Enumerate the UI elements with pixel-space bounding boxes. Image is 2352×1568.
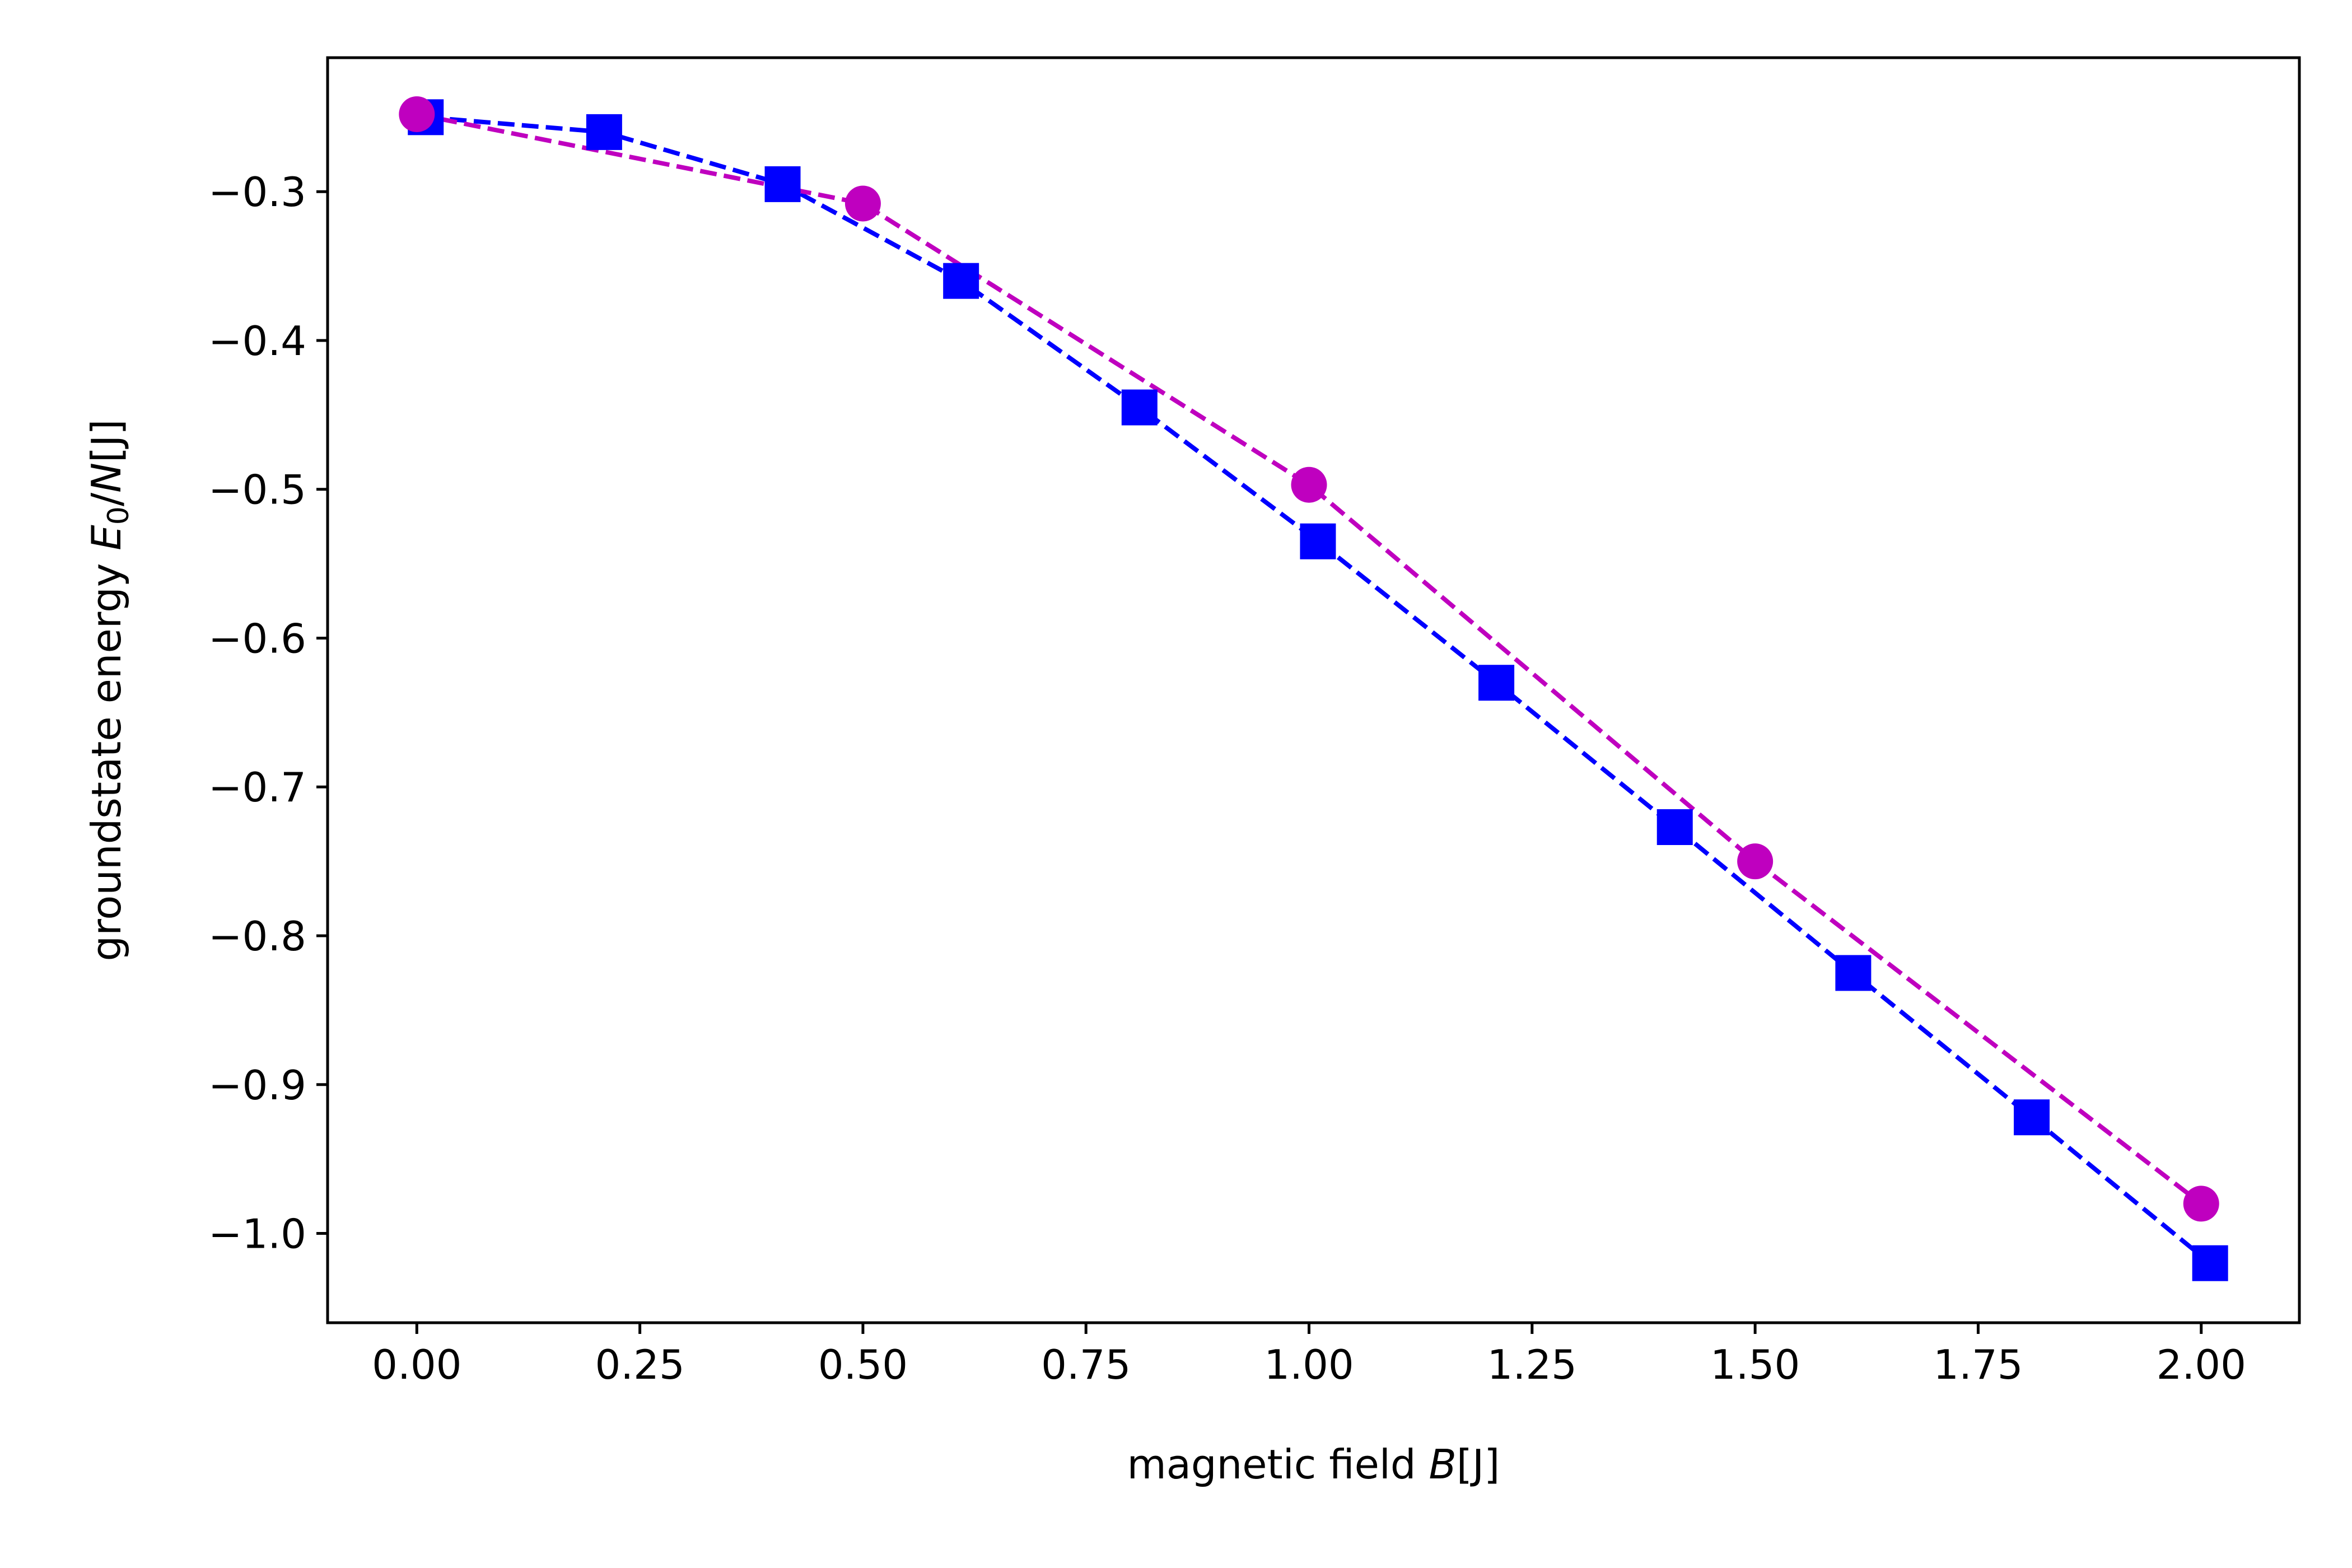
x-tick-label: 0.00 — [372, 1341, 461, 1388]
x-tick-label: 1.75 — [1933, 1341, 2023, 1388]
y-tick-label: −0.9 — [208, 1062, 306, 1109]
x-axis-label-prefix: magnetic field — [1127, 1441, 1429, 1488]
y-axis-ticks: −0.3 −0.4 −0.5 −0.6 −0.7 −0.8 −0.9 −1.0 — [208, 169, 328, 1258]
series-0-point-1 — [586, 114, 622, 150]
series-0-point-10 — [2192, 1245, 2228, 1281]
x-tick-label: 0.50 — [818, 1341, 908, 1388]
plot-area — [326, 56, 2301, 1324]
y-tick-label: −0.6 — [208, 615, 306, 662]
y-axis-label-variable-2: N — [83, 463, 130, 493]
series-0-point-3 — [943, 263, 979, 299]
x-axis-ticks: 0.00 0.25 0.50 0.75 1.00 1.25 1.50 1.75 2.00 — [372, 1323, 2246, 1388]
series-0-point-7 — [1656, 809, 1693, 846]
y-axis-label-variable: E — [83, 525, 130, 550]
series-0-point-4 — [1121, 389, 1158, 426]
y-axis-label-prefix: groundstate energy — [83, 550, 130, 962]
axes-frame — [326, 56, 2301, 1324]
y-axis-label-subscript: 0 — [102, 506, 136, 525]
y-tick-label: −1.0 — [208, 1211, 306, 1258]
series-layer — [399, 96, 2228, 1281]
x-tick-label: 0.25 — [595, 1341, 684, 1388]
series-1-point-1 — [844, 185, 881, 222]
y-tick-label: −0.3 — [208, 169, 306, 216]
series-0-line — [425, 115, 2212, 1265]
y-axis-label-slash: / — [83, 492, 130, 506]
x-tick-label: 1.25 — [1487, 1341, 1577, 1388]
series-1-point-0 — [399, 96, 435, 132]
x-axis-label-variable: B — [1429, 1441, 1457, 1488]
series-0-point-9 — [2014, 1099, 2050, 1136]
x-tick-label: 2.00 — [2157, 1341, 2246, 1388]
y-tick-label: −0.7 — [208, 764, 306, 811]
y-tick-label: −0.5 — [208, 466, 306, 514]
series-0-point-5 — [1300, 523, 1336, 559]
series-0-point-2 — [764, 166, 801, 202]
y-axis-label-suffix: [J] — [83, 419, 130, 463]
y-tick-label: −0.8 — [208, 913, 306, 960]
y-axis-label: groundstate energy E0/N[J] — [83, 419, 136, 962]
series-1-line — [416, 112, 2203, 1206]
x-tick-label: 0.75 — [1041, 1341, 1131, 1388]
series-1-point-2 — [1291, 466, 1327, 503]
x-axis-label: magnetic field B[J] — [1127, 1441, 1500, 1488]
series-1-point-3 — [1737, 843, 1774, 880]
series-1-point-4 — [2183, 1186, 2219, 1222]
series-0-point-8 — [1835, 955, 1872, 991]
x-axis-label-suffix: [J] — [1457, 1441, 1500, 1488]
y-tick-label: −0.4 — [208, 318, 306, 365]
x-tick-label: 1.00 — [1264, 1341, 1354, 1388]
x-tick-label: 1.50 — [1710, 1341, 1800, 1388]
series-0-point-6 — [1478, 665, 1515, 701]
